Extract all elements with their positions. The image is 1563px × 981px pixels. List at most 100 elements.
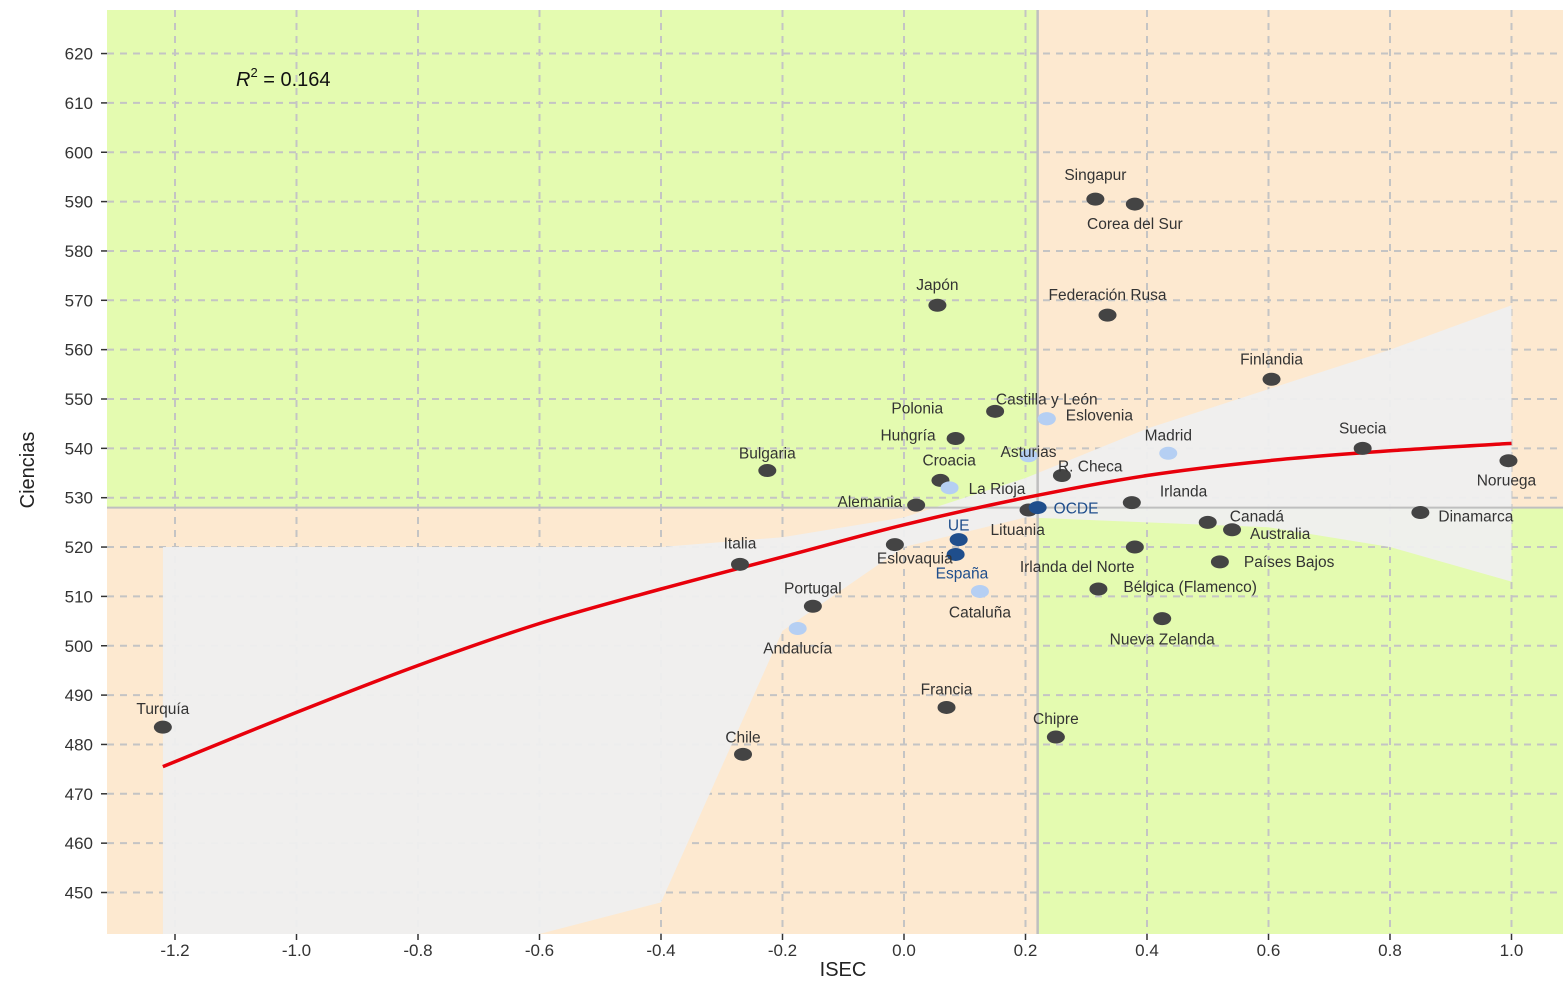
- y-tick-label: 500: [65, 637, 93, 656]
- point-label: OCDE: [1054, 501, 1099, 518]
- fit-curve: [162, 441, 1512, 769]
- point-label: Finlandia: [1240, 351, 1303, 368]
- data-point: [1122, 496, 1141, 510]
- data-point: [1089, 582, 1108, 596]
- x-tick-label: 0.2: [1014, 941, 1038, 960]
- point-label: Chipre: [1033, 711, 1079, 728]
- point-label: Lituania: [991, 522, 1046, 539]
- data-point: [1125, 540, 1144, 554]
- point-label: Alemania: [838, 494, 903, 511]
- point-label: Eslovenia: [1066, 408, 1134, 425]
- x-tick-label: 0.4: [1135, 941, 1159, 960]
- point-label: Nueva Zelanda: [1110, 632, 1216, 649]
- data-point: [1125, 197, 1144, 211]
- point-label: Portugal: [784, 580, 842, 597]
- y-axis-title: Ciencias: [17, 432, 39, 509]
- point-label: Noruega: [1477, 473, 1537, 490]
- y-tick-label: 530: [65, 489, 93, 508]
- data-point: [1223, 523, 1242, 537]
- y-tick-label: 580: [65, 242, 93, 261]
- point-label: Croacia: [922, 452, 976, 469]
- x-tick-label: 0.6: [1257, 941, 1281, 960]
- x-tick-label: -0.6: [525, 941, 554, 960]
- y-tick-label: 510: [65, 587, 93, 606]
- data-point: [1198, 515, 1217, 529]
- data-point: [949, 533, 968, 547]
- point-label: Cataluña: [949, 604, 1011, 621]
- point-label: Turquía: [136, 701, 189, 718]
- confidence-band: [162, 305, 1512, 934]
- data-point: [970, 584, 989, 598]
- data-point: [153, 720, 172, 734]
- point-label: UE: [948, 518, 970, 535]
- data-point: [734, 747, 753, 761]
- y-tick-label: 470: [65, 785, 93, 804]
- y-tick-label: 490: [65, 686, 93, 705]
- x-tick-label: 0.0: [892, 941, 916, 960]
- data-point: [1046, 730, 1065, 744]
- data-point: [730, 557, 749, 571]
- fit-line: [162, 441, 1512, 769]
- point-label: Bulgaria: [739, 446, 796, 463]
- y-axis: 450 460 470 480 490 500 510 520 530 540 550 560 570 5…: [65, 45, 107, 903]
- r-symbol: R: [236, 69, 250, 91]
- point-label: Polonia: [891, 400, 943, 417]
- y-tick-label: 560: [65, 341, 93, 360]
- point-label: Singapur: [1064, 167, 1126, 184]
- quadrant-top-left: [107, 10, 1038, 508]
- data-point: [1499, 454, 1518, 468]
- point-label: R. Checa: [1058, 458, 1123, 475]
- data-point: [1098, 308, 1117, 322]
- data-point: [1210, 555, 1229, 569]
- y-tick-label: 450: [65, 884, 93, 903]
- point-labels: Singapur Corea del Sur Japón Federación Rus…: [136, 167, 1536, 746]
- data-point: [788, 621, 807, 635]
- y-tick-label: 480: [65, 735, 93, 754]
- point-label: Federación Rusa: [1048, 287, 1166, 304]
- x-tick-label: 1.0: [1500, 941, 1524, 960]
- x-tick-label: -0.4: [646, 941, 675, 960]
- point-label: Chile: [725, 729, 760, 746]
- point-label: Hungría: [880, 427, 936, 444]
- y-tick-label: 610: [65, 94, 93, 113]
- x-tick-label: -0.2: [768, 941, 797, 960]
- data-point: [946, 547, 965, 561]
- point-label: Suecia: [1339, 420, 1387, 437]
- r-squared-annotation: R2 = 0.164: [236, 65, 331, 91]
- y-tick-label: 540: [65, 439, 93, 458]
- data-point: [946, 431, 965, 445]
- point-label: Castilla y León: [996, 392, 1098, 409]
- data-point: [940, 481, 959, 495]
- point-label: Dinamarca: [1438, 509, 1513, 526]
- y-tick-label: 460: [65, 834, 93, 853]
- y-tick-label: 550: [65, 390, 93, 409]
- point-label: Bélgica (Flamenco): [1123, 579, 1257, 596]
- point-label: Francia: [921, 681, 973, 698]
- point-label: Irlanda del Norte: [1020, 559, 1135, 576]
- confidence-band-area: [162, 305, 1512, 934]
- point-label: Países Bajos: [1244, 554, 1335, 571]
- point-label: Irlanda: [1160, 484, 1208, 501]
- point-label: España: [936, 565, 989, 582]
- y-tick-label: 590: [65, 193, 93, 212]
- x-axis: -1.2 -1.0 -0.8 -0.6 -0.4 -0.2 0.0 0.2 0.4 0.6 0.8 1…: [160, 934, 1523, 960]
- data-points: [153, 192, 1518, 761]
- reference-lines: [107, 10, 1563, 934]
- point-label: Andalucía: [763, 640, 832, 657]
- x-tick-label: 0.8: [1378, 941, 1402, 960]
- point-label: Australia: [1250, 526, 1311, 543]
- point-label: Eslovaquia: [877, 551, 953, 568]
- data-point: [937, 700, 956, 714]
- point-label: Japón: [916, 277, 958, 294]
- data-point: [803, 599, 822, 613]
- data-point: [758, 464, 777, 478]
- x-axis-title: ISEC: [820, 959, 867, 981]
- data-point: [1028, 501, 1047, 515]
- data-point: [907, 498, 926, 512]
- x-tick-label: -0.8: [403, 941, 432, 960]
- data-point: [1019, 449, 1038, 463]
- data-point: [1153, 612, 1172, 626]
- data-point: [986, 404, 1005, 418]
- data-point: [1086, 192, 1105, 206]
